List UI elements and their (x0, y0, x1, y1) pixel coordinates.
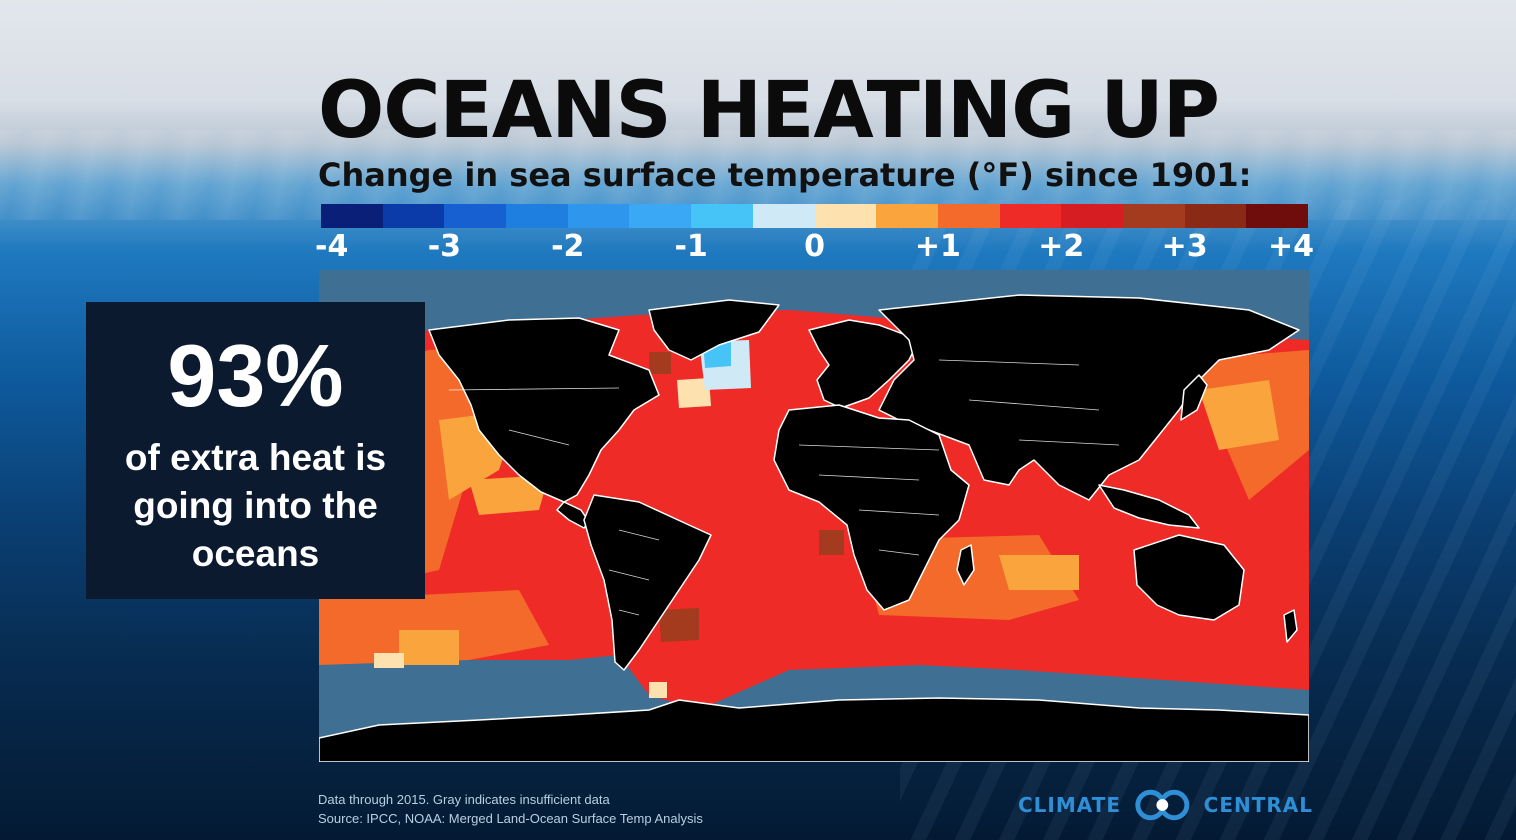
heat-statistic-description: of extra heat is going into the oceans (124, 437, 387, 574)
legend-color-segment (567, 204, 630, 228)
logo-word-left: CLIMATE (1018, 793, 1121, 817)
ocean-warming-light-orange-patch (399, 630, 459, 665)
ocean-warming-pale-patch (677, 378, 711, 408)
ocean-warming-orange-patch (319, 590, 549, 665)
border-lines-africa-eurasia (798, 359, 1120, 556)
color-scale-legend (321, 204, 1308, 228)
landmass-greenland (648, 299, 780, 361)
ocean-warming-light-orange-patch (999, 555, 1079, 590)
ocean-warming-pale-patch (649, 682, 667, 698)
landmass-madagascar (956, 544, 975, 586)
ocean-warming-dark-patch (649, 352, 671, 374)
heat-percentage: 93% (167, 326, 344, 425)
ocean-warming-pale-patch (374, 653, 404, 668)
landmass-southeast-asia-islands (1098, 484, 1200, 529)
legend-color-segment (1246, 204, 1308, 228)
ocean-warming-light-orange-patch (469, 475, 549, 515)
sea-surface-temperature-map (319, 270, 1309, 762)
landmass-central-america (556, 501, 590, 529)
landmass-japan (1180, 374, 1208, 421)
legend-tick-label: -3 (427, 229, 462, 264)
logo-center-dot (1156, 799, 1169, 811)
legend-tick-label: -4 (315, 229, 349, 264)
page-title: OCEANS HEATING UP (318, 66, 1220, 156)
country-borders (448, 359, 1120, 616)
legend-tick-label: 0 (804, 229, 825, 264)
landmass-south-america (583, 494, 712, 671)
legend-tick-label: -1 (674, 229, 708, 264)
legend-color-segment (999, 204, 1062, 228)
landmass-antarctica (319, 697, 1309, 762)
land-masses (319, 294, 1309, 762)
legend-color-segment (1061, 204, 1123, 228)
landmass-north-america (428, 317, 660, 503)
logo-rings-icon (1135, 789, 1190, 821)
footnote-data-note: Data through 2015. Gray indicates insuff… (318, 792, 610, 807)
world-map (319, 270, 1309, 762)
climate-central-logo: CLIMATE CENTRAL (1018, 788, 1313, 822)
legend-color-segment (691, 204, 753, 228)
legend-color-segment (382, 204, 445, 228)
legend-color-segment (444, 204, 507, 228)
legend-color-segment (506, 204, 568, 228)
landmass-africa (773, 404, 970, 611)
legend-color-segment (629, 204, 692, 228)
heat-statistic-callout: 93% of extra heat is going into the ocea… (86, 302, 425, 599)
landmass-europe (808, 319, 920, 409)
legend-color-segment (876, 204, 938, 228)
legend-tick-label: +2 (1038, 229, 1085, 264)
legend-color-segment (752, 204, 815, 228)
legend-tick-label: +1 (914, 229, 961, 264)
border-lines-americas (448, 387, 660, 616)
legend-tick-label: -2 (551, 229, 585, 264)
footnote-source: Source: IPCC, NOAA: Merged Land-Ocean Su… (318, 811, 703, 826)
legend-color-segment (814, 204, 877, 228)
landmass-australia (1133, 534, 1245, 621)
legend-tick-label: +3 (1161, 229, 1208, 264)
ocean-warming-dark-patch (659, 608, 699, 642)
ocean-warming-light-orange-patch (1199, 380, 1279, 450)
ocean-warming-dark-patch (819, 530, 844, 555)
page-subtitle: Change in sea surface temperature (°F) s… (318, 156, 1252, 194)
legend-color-segment (937, 204, 1000, 228)
landmass-asia (878, 294, 1300, 501)
landmass-new-zealand (1283, 609, 1298, 643)
footnote: Data through 2015. Gray indicates insuff… (318, 790, 918, 830)
logo-word-right: CENTRAL (1203, 793, 1313, 817)
legend-color-segment (1184, 204, 1247, 228)
legend-tick-label: +4 (1267, 229, 1314, 264)
legend-color-segment (321, 204, 383, 228)
legend-color-segment (1122, 204, 1185, 228)
color-scale-tick-labels: -4 -3 -2 -1 0 +1 +2 +3 +4 (315, 228, 1314, 266)
